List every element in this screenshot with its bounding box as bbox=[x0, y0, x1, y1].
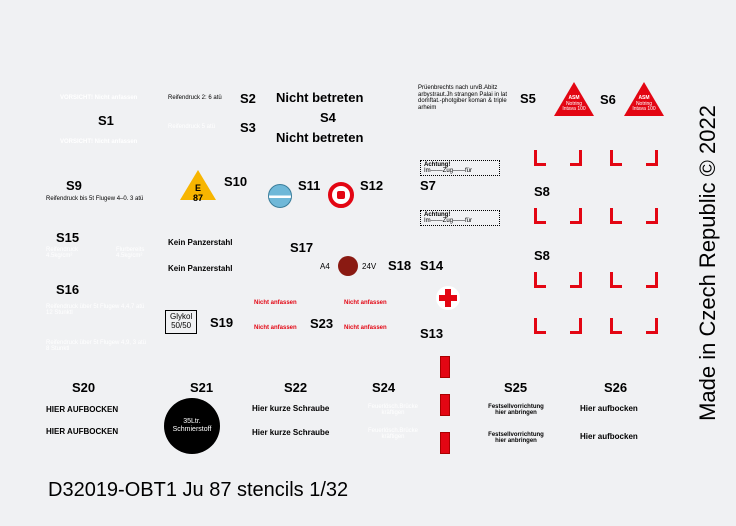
nicht-betreten-2: Nicht betreten bbox=[276, 130, 363, 145]
label-s9: S9 bbox=[66, 178, 82, 193]
achtung-sub-2: Im——Zug——für bbox=[424, 218, 472, 224]
hier-aufbocken-2: Hier aufbocken bbox=[580, 432, 638, 441]
label-s15: S15 bbox=[56, 230, 79, 245]
hier-aufbocken-u2: HIER AUFBOCKEN bbox=[46, 427, 118, 436]
label-s8: S8 bbox=[534, 184, 550, 199]
label-s2: S2 bbox=[240, 91, 256, 106]
label-s20: S20 bbox=[72, 380, 95, 395]
label-s6: S6 bbox=[600, 92, 616, 107]
tri-red-text-2: ASMNotring Intava 100 bbox=[632, 96, 656, 113]
label-s22: S22 bbox=[284, 380, 307, 395]
nicht-anfassen-4: Nicht anfassen bbox=[344, 325, 387, 331]
label-s25: S25 bbox=[504, 380, 527, 395]
fluebereits-1: Flurbereits4.5kg/cm² bbox=[116, 247, 166, 259]
label-s16: S16 bbox=[56, 282, 79, 297]
festsell-2: Festsellvorrichtung hier anbringen bbox=[476, 432, 556, 444]
nicht-betreten-1: Nicht betreten bbox=[276, 90, 363, 105]
label-s3: S3 bbox=[240, 120, 256, 135]
hier-aufbocken-1: Hier aufbocken bbox=[580, 404, 638, 413]
reifendruck-white-3: Reifendruck über 5t Flugew 4,9, 3 atü8 S… bbox=[46, 340, 156, 352]
label-s8b: S8 bbox=[534, 248, 550, 263]
circle-red-ring-icon bbox=[328, 182, 354, 208]
kein-panzer-2: Kein Panzerstahl bbox=[168, 264, 232, 273]
label-s7: S7 bbox=[420, 178, 436, 193]
achtung-box-2: Achtung! Im——Zug——für bbox=[420, 210, 500, 226]
triangle-yellow-text: E87 bbox=[189, 183, 207, 203]
circle-dark-red-icon bbox=[338, 256, 358, 276]
kein-panzer-1: Kein Panzerstahl bbox=[168, 238, 232, 247]
footer-title: D32019-OBT1 Ju 87 stencils 1/32 bbox=[48, 479, 348, 502]
glykol-box: Glykol 50/50 bbox=[165, 310, 197, 334]
circle-black-schmier: 35Ltr. Schmierstoff bbox=[164, 398, 220, 454]
label-s10: S10 bbox=[224, 174, 247, 189]
hier-kurze-2: Hier kurze Schraube bbox=[252, 428, 329, 437]
label-s26: S26 bbox=[604, 380, 627, 395]
reifendruck-flugew: Reifendruck bis 5t Flugew 4–0. 3 atü bbox=[46, 196, 143, 202]
glykol-2: 50/50 bbox=[171, 321, 191, 330]
reifendruck-26: Reifendruck 2: 6 atü bbox=[168, 95, 222, 101]
feuerlosch-2: Feuerlösch.Brücke kräftigen bbox=[358, 428, 428, 440]
label-s12: S12 bbox=[360, 178, 383, 193]
red-bar-3 bbox=[440, 432, 450, 454]
achtung-sub-1: Im——Zug——für bbox=[424, 168, 472, 174]
hier-aufbocken-u1: HIER AUFBOCKEN bbox=[46, 405, 118, 414]
label-s11: S11 bbox=[298, 178, 320, 193]
glykol-1: Glykol bbox=[170, 312, 192, 321]
red-bar-2 bbox=[440, 394, 450, 416]
label-s13: S13 bbox=[420, 326, 443, 341]
nicht-anfassen-2: Nicht anfassen bbox=[344, 300, 387, 306]
label-s1: S1 bbox=[98, 113, 114, 128]
label-s5: S5 bbox=[520, 91, 536, 106]
label-s14: S14 bbox=[420, 258, 443, 273]
hier-kurze-1: Hier kurze Schraube bbox=[252, 404, 329, 413]
nicht-anfassen-3: Nicht anfassen bbox=[254, 325, 297, 331]
festsell-1: Festsellvorrichtung hier anbringen bbox=[476, 404, 556, 416]
red-bar-1 bbox=[440, 356, 450, 378]
red-cross-icon bbox=[436, 286, 460, 310]
label-s23: S23 bbox=[310, 316, 333, 331]
side-made-in: Made in Czech Republic © 2022 bbox=[695, 105, 721, 421]
vorsicht-text-1: VORSICHT! Nicht anfassen bbox=[60, 95, 137, 101]
label-a4: A4 bbox=[320, 262, 330, 271]
label-s17: S17 bbox=[290, 240, 313, 255]
achtung-box-1: Achtung! Im——Zug——für bbox=[420, 160, 500, 176]
red-ring-inner bbox=[337, 191, 345, 199]
vorsicht-text-2: VORSICHT! Nicht anfassen bbox=[60, 139, 137, 145]
label-s19: S19 bbox=[210, 315, 233, 330]
reifendruck-5: Reifendruck 5 atü bbox=[168, 124, 215, 130]
schmier-text: 35Ltr. Schmierstoff bbox=[173, 418, 212, 435]
nicht-anfassen-1: Nicht anfassen bbox=[254, 300, 297, 306]
circle-blue-icon bbox=[268, 184, 292, 208]
label-s24: S24 bbox=[372, 380, 395, 395]
tri-red-text-1: ASMNotring Intava 100 bbox=[562, 96, 586, 113]
label-s18: S18 bbox=[388, 258, 411, 273]
label-s21: S21 bbox=[190, 380, 213, 395]
blabber-text: Prüenbrechts nach urvB.Abitz arbystraut.… bbox=[418, 85, 508, 111]
reifendruck-white-1: Reifendruck4.5kg/cm² bbox=[46, 247, 106, 259]
reifendruck-white-2: Reifendruck über 5t Flugew 4,4,7 atü12 S… bbox=[46, 304, 156, 316]
label-s4: S4 bbox=[320, 110, 336, 125]
feuerlosch-1: Feuerlösch.Brücke kräftigen bbox=[358, 404, 428, 416]
label-24v: 24V bbox=[362, 262, 376, 271]
